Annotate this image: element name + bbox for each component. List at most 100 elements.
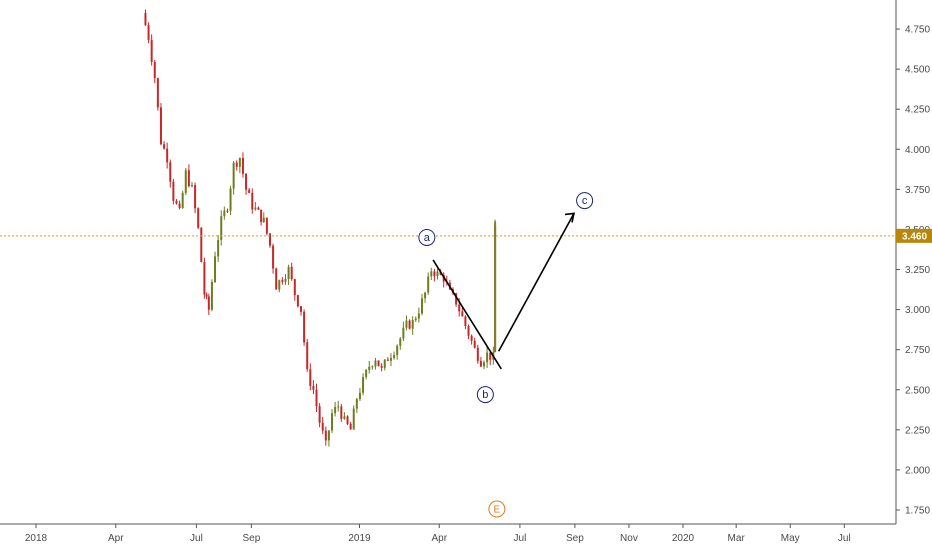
- candle-body: [248, 189, 251, 193]
- candle-body: [358, 392, 361, 400]
- x-tick-label: 2018: [25, 533, 48, 544]
- wave-label-text: a: [424, 232, 431, 244]
- candle-body: [473, 340, 476, 348]
- candle-body: [210, 282, 213, 310]
- candle-body: [340, 406, 343, 419]
- wave-label-a[interactable]: a: [418, 228, 436, 246]
- wave-label-circle: [418, 228, 436, 246]
- wave-label-text: b: [482, 389, 488, 401]
- candle-body: [153, 61, 156, 79]
- y-tick-label: 3.750: [905, 185, 930, 196]
- candle-body: [194, 185, 197, 209]
- candle-body: [303, 311, 306, 343]
- candle-body: [268, 233, 271, 246]
- candle-body: [461, 311, 464, 317]
- candle-body: [405, 320, 408, 328]
- candle-body: [187, 170, 190, 187]
- candle-body: [318, 406, 321, 423]
- candle-body: [223, 210, 226, 217]
- candle-body: [483, 362, 486, 367]
- candle-body: [486, 352, 489, 363]
- candle-body: [355, 399, 358, 409]
- candle-body: [241, 157, 244, 174]
- candle-body: [352, 408, 355, 430]
- candle-body: [203, 262, 206, 295]
- candle-body: [476, 347, 479, 361]
- x-tick-label: 2020: [672, 533, 695, 544]
- candle-body: [232, 162, 235, 189]
- candle-body: [479, 360, 482, 367]
- candle-body: [184, 170, 187, 193]
- candle-body: [262, 217, 265, 223]
- earnings-circle: [488, 500, 506, 518]
- candle-body: [402, 327, 405, 339]
- y-tick-label: 1.750: [905, 506, 930, 517]
- candle-body: [455, 293, 458, 305]
- candle-body: [337, 406, 340, 408]
- candle-body: [393, 354, 396, 358]
- candle-body: [278, 280, 281, 290]
- x-tick-label: Jul: [838, 533, 851, 544]
- wave-label-c[interactable]: c: [576, 192, 594, 210]
- candle-body: [430, 271, 433, 277]
- x-tick-label: Sep: [566, 533, 584, 544]
- candle-body: [420, 298, 423, 314]
- candle-body: [220, 216, 223, 241]
- earnings-marker[interactable]: E: [488, 500, 506, 518]
- candle-body: [172, 181, 175, 201]
- wave-label-circle: [576, 192, 594, 210]
- candle-body: [362, 377, 365, 393]
- candle-body: [396, 345, 399, 355]
- wave-drawings: a b c E: [418, 192, 594, 518]
- candle-body: [144, 13, 147, 26]
- x-tick-label: Jul: [190, 533, 203, 544]
- candle-body: [331, 413, 334, 431]
- candle-body: [226, 210, 229, 212]
- candle-body: [467, 326, 470, 336]
- candle-body: [181, 192, 184, 208]
- candle-body: [424, 292, 427, 299]
- candle-body: [178, 203, 181, 208]
- y-tick-label: 4.250: [905, 105, 930, 116]
- projection-arrow[interactable]: [497, 213, 575, 352]
- candle-body: [251, 192, 254, 210]
- candle-body: [287, 266, 290, 280]
- candle-body: [238, 157, 241, 167]
- candle-body: [254, 207, 257, 210]
- last-price-label: 3.460: [902, 231, 927, 242]
- candle-body: [383, 359, 386, 368]
- y-tick-label: 4.000: [905, 145, 930, 156]
- candle-body: [214, 256, 217, 283]
- candle-body: [470, 335, 473, 341]
- candle-body: [163, 144, 166, 149]
- candle-body: [458, 304, 461, 312]
- candle-body: [489, 352, 492, 360]
- last-price-tag: [896, 228, 932, 243]
- candle-body: [257, 207, 260, 210]
- price-axis-bg: [896, 0, 932, 550]
- candle-body: [272, 245, 275, 269]
- candle-body: [235, 162, 238, 167]
- candle-body: [229, 188, 232, 211]
- candle-body: [389, 357, 392, 361]
- x-tick-label: 2019: [348, 533, 371, 544]
- candle-body: [411, 319, 414, 329]
- candle-body: [377, 360, 380, 367]
- candle-body: [346, 416, 349, 424]
- x-tick-label: Jul: [514, 533, 527, 544]
- candle-body: [175, 200, 178, 204]
- candle-body: [368, 366, 371, 371]
- wave-label-circle: [476, 386, 494, 404]
- x-tick-label: Mar: [728, 533, 746, 544]
- candle-body: [281, 280, 284, 282]
- candle-body: [265, 217, 268, 234]
- y-tick-label: 2.500: [905, 385, 930, 396]
- candle-body: [300, 306, 303, 312]
- candle-body: [324, 430, 327, 441]
- trend-line-down[interactable]: [432, 259, 502, 370]
- earnings-label: E: [494, 505, 501, 516]
- candlestick-series: [144, 9, 497, 447]
- wave-label-b[interactable]: b: [476, 386, 494, 404]
- arrow-head-icon: [564, 212, 576, 223]
